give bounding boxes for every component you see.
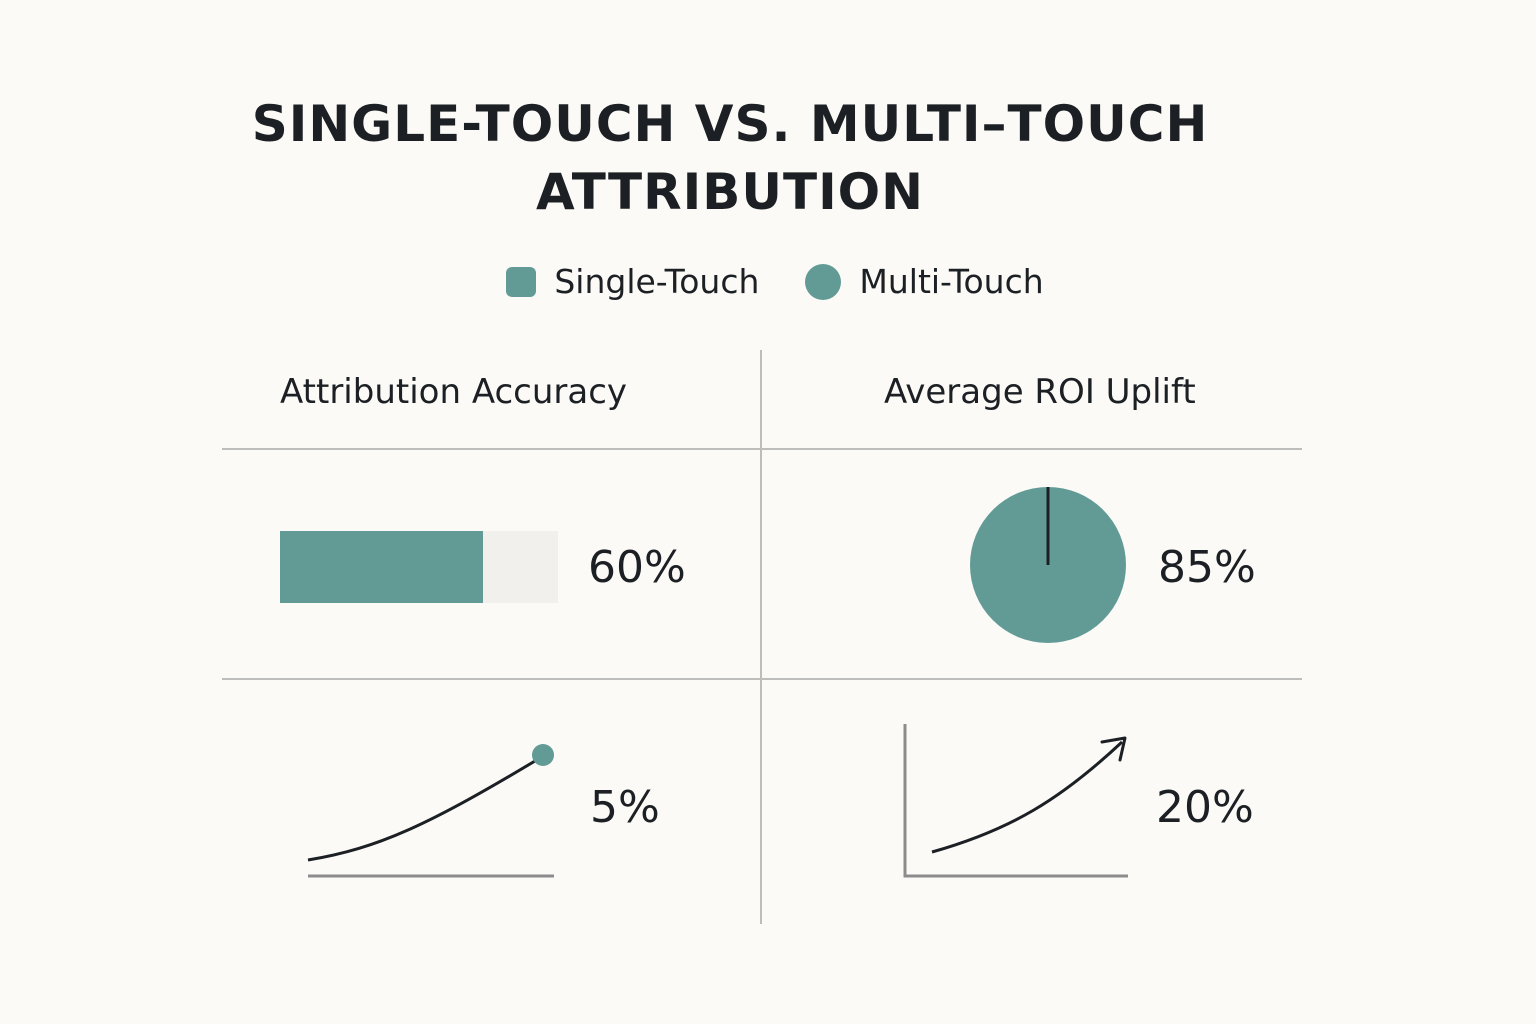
chart-title-line-1: SINGLE-TOUCH VS. MULTI–TOUCH: [251, 95, 1209, 153]
legend-label-multi-touch: Multi-Touch: [859, 262, 1044, 301]
header-divider: [222, 448, 1302, 450]
value-roi-single: 20%: [1156, 782, 1254, 833]
column-header-roi-uplift: Average ROI Uplift: [884, 372, 1196, 412]
legend-item-single-touch: Single-Touch: [506, 262, 759, 301]
row-divider: [222, 678, 1302, 680]
accuracy-bar-fill: [280, 531, 483, 603]
trend-2-axes: [903, 724, 1128, 878]
vertical-divider: [760, 350, 762, 924]
trend-1-curve: [307, 756, 541, 862]
chart-title: SINGLE-TOUCH VS. MULTI–TOUCH ATTRIBUTION: [0, 90, 1460, 226]
trend-2-arrowhead-icon: [1100, 736, 1127, 762]
legend-label-single-touch: Single-Touch: [554, 262, 760, 301]
trend-1-endpoint-dot: [532, 744, 554, 766]
value-accuracy-single: 60%: [588, 542, 686, 593]
value-accuracy-multi: 5%: [590, 782, 660, 833]
circle-swatch-icon: [805, 263, 842, 300]
square-swatch-icon: [506, 266, 537, 297]
trend-2-curve: [931, 740, 1124, 854]
column-header-accuracy: Attribution Accuracy: [280, 372, 628, 412]
legend: Single-Touch Multi-Touch: [0, 262, 1536, 301]
legend-item-multi-touch: Multi-Touch: [805, 262, 1044, 301]
value-roi-multi: 85%: [1158, 542, 1256, 593]
chart-title-line-2: ATTRIBUTION: [535, 163, 925, 221]
